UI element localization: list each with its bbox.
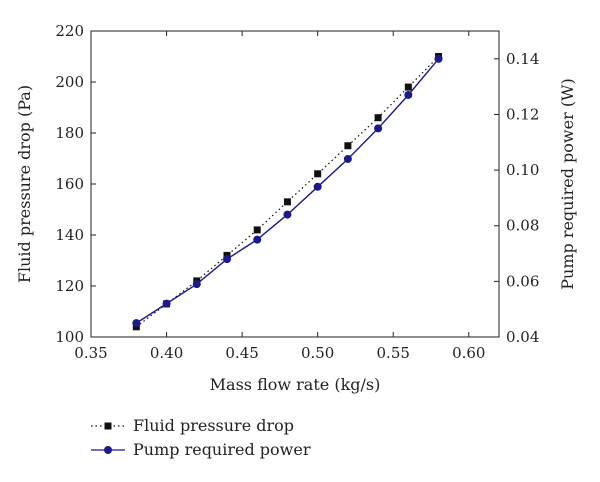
- data-point-square: [283, 198, 291, 206]
- y-tick-label: 100: [55, 328, 84, 346]
- y-tick-label: 220: [55, 22, 84, 40]
- y2-axis-title: Pump required power (W): [558, 78, 577, 290]
- y-axis-title: Fluid pressure drop (Pa): [15, 85, 34, 283]
- axis-ticks: 0.35 0.40 0.45 0.50 0.55 0.60 100 120 140 160 180 2…: [55, 22, 539, 362]
- data-point-square: [253, 226, 261, 234]
- x-tick-label: 0.45: [225, 344, 258, 362]
- legend: Fluid pressure drop Pump required power: [91, 416, 311, 459]
- y2-tick-label: 0.14: [506, 50, 539, 68]
- y2-tick-label: 0.04: [506, 328, 539, 346]
- series-line-1: [135, 58, 440, 324]
- data-point-circle: [192, 280, 201, 289]
- data-point-square: [314, 170, 322, 178]
- series-group: [132, 53, 443, 331]
- data-point-square: [344, 142, 352, 150]
- data-point-circle: [223, 255, 231, 264]
- y-tick-label: 140: [55, 226, 84, 244]
- data-point-circle: [253, 235, 262, 244]
- data-point-circle: [434, 54, 443, 63]
- y-tick-label: 120: [55, 277, 84, 295]
- x-tick-label: 0.55: [377, 344, 410, 362]
- data-point-circle: [162, 299, 171, 308]
- x-tick-label: 0.35: [74, 344, 107, 362]
- data-point-circle: [404, 90, 413, 99]
- y2-tick-label: 0.12: [506, 105, 539, 123]
- y2-tick-label: 0.08: [506, 217, 539, 235]
- x-tick-label: 0.60: [452, 344, 485, 362]
- legend-label-0: Fluid pressure drop: [133, 416, 294, 435]
- data-point-circle: [132, 319, 141, 328]
- plot-frame: [90, 30, 500, 338]
- data-point-circle: [283, 210, 292, 219]
- legend-marker-square: [104, 422, 112, 430]
- legend-marker-circle: [104, 446, 112, 454]
- y2-tick-label: 0.06: [506, 272, 539, 290]
- data-point-circle: [343, 154, 352, 163]
- y2-tick-label: 0.10: [506, 161, 539, 179]
- legend-label-1: Pump required power: [133, 440, 311, 459]
- y-tick-label: 200: [55, 73, 84, 91]
- x-tick-label: 0.40: [150, 344, 183, 362]
- data-point-square: [374, 114, 382, 122]
- data-point-circle: [313, 182, 322, 191]
- y-tick-label: 180: [55, 124, 84, 142]
- y-tick-label: 160: [55, 175, 84, 193]
- data-point-circle: [374, 124, 383, 133]
- series-line-0: [135, 56, 440, 328]
- data-point-square: [404, 83, 412, 91]
- x-tick-label: 0.50: [301, 344, 334, 362]
- x-axis-title: Mass flow rate (kg/s): [210, 375, 381, 394]
